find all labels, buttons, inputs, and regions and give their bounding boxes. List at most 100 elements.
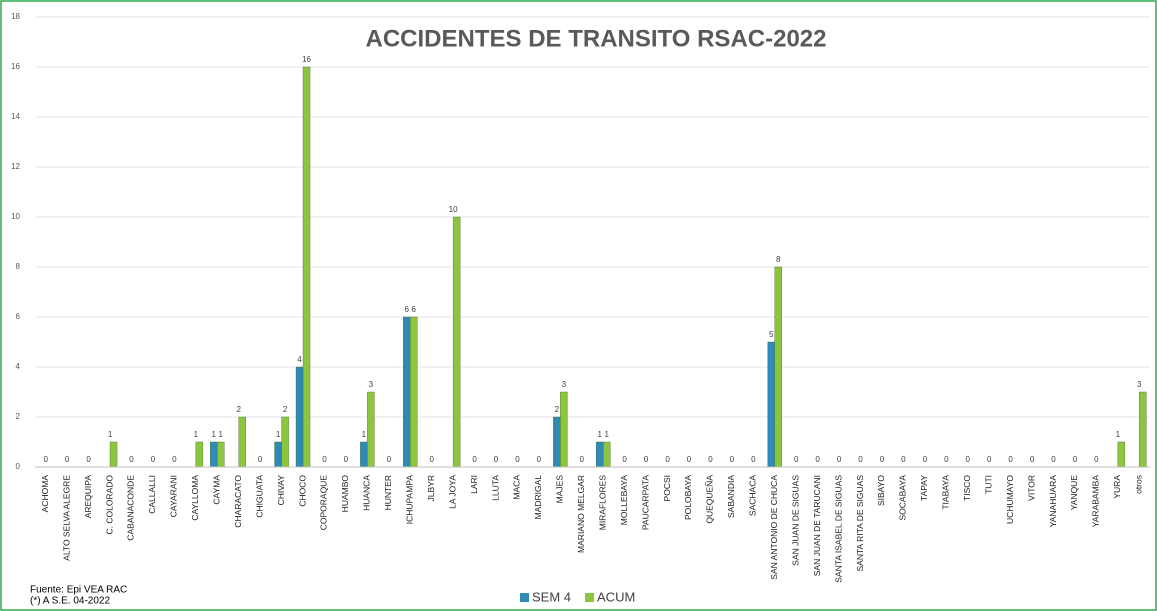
data-label: 2 [236, 405, 241, 414]
data-label: 5 [769, 330, 774, 339]
bar [210, 441, 218, 468]
data-label: 0 [151, 455, 156, 464]
data-label: 0 [515, 455, 520, 464]
x-tick-label: MAJES [555, 475, 565, 504]
bar [281, 416, 289, 468]
data-label: 3 [562, 380, 567, 389]
x-tick-label: MOLLEBAYA [619, 475, 629, 526]
data-label: 2 [555, 405, 560, 414]
data-label: 0 [923, 455, 928, 464]
data-label: 0 [322, 455, 327, 464]
data-label: 0 [65, 455, 70, 464]
x-tick-label: SANTA ISABEL DE SIGUAS [833, 475, 843, 583]
data-label: 0 [580, 455, 585, 464]
data-label: 0 [730, 455, 735, 464]
x-tick-label: SAN JUAN DE SIGUAS [790, 475, 800, 566]
x-tick-label: otros [1134, 475, 1144, 494]
bar [1117, 441, 1126, 468]
data-label: 0 [1073, 455, 1078, 464]
data-label: 1 [108, 430, 113, 439]
data-label: 0 [494, 455, 499, 464]
x-tick-label: HUAMBO [340, 475, 350, 513]
bar [596, 441, 604, 468]
data-label: 1 [604, 430, 609, 439]
x-tick-label: SANTA RITA DE SIGUAS [855, 475, 865, 572]
bar [403, 316, 411, 468]
data-label: 0 [172, 455, 177, 464]
x-tick-label: MIRAFLORES [597, 475, 607, 531]
x-tick-label: MACA [512, 475, 522, 500]
bar [295, 366, 304, 468]
data-label: 1 [194, 430, 199, 439]
data-label: 0 [622, 455, 627, 464]
x-tick-label: POCSI [662, 475, 672, 501]
data-label: 0 [43, 455, 48, 464]
bar [238, 416, 246, 468]
data-label: 0 [837, 455, 842, 464]
data-label: 1 [1116, 430, 1121, 439]
bar [767, 341, 775, 468]
bar [452, 216, 461, 468]
x-tick-label: COPORAQUE [319, 475, 329, 531]
bar [560, 391, 568, 468]
bar [109, 441, 118, 468]
legend-label: ACUM [597, 589, 635, 604]
x-tick-label: AREQUIPA [83, 475, 93, 519]
y-tick-label: 4 [16, 362, 21, 371]
legend-swatch [520, 593, 529, 602]
note: (*) A S.E. 04-2022 [30, 596, 110, 607]
x-tick-label: MARIANO MELGAR [576, 475, 586, 553]
y-tick-label: 10 [11, 212, 20, 221]
x-tick-label: LLUTA [490, 475, 500, 501]
y-tick-label: 2 [16, 412, 21, 421]
data-label: 0 [901, 455, 906, 464]
bar [302, 66, 311, 468]
y-tick-label: 14 [11, 112, 20, 121]
x-tick-label: CHARACATO [233, 475, 243, 528]
x-tick-label: CHIVAY [276, 475, 286, 506]
bar [217, 441, 225, 468]
data-label: 0 [944, 455, 949, 464]
data-label: 0 [1051, 455, 1056, 464]
data-label: 6 [405, 305, 410, 314]
data-label: 0 [537, 455, 542, 464]
note: Fuente: Epi VEA RAC [30, 585, 127, 596]
x-tick-label: HUNTER [383, 475, 393, 510]
x-tick-label: TUTI [983, 475, 993, 494]
x-tick-label: CAYLLOMA [190, 475, 200, 521]
bar [1139, 391, 1147, 468]
y-tick-label: 6 [16, 312, 21, 321]
x-tick-label: MADRIGAL [533, 475, 543, 520]
x-tick-label: CAYARANI [169, 475, 179, 517]
x-tick-label: SOCABAYA [898, 475, 908, 521]
data-label: 1 [219, 430, 224, 439]
x-tick-label: YANQUE [1069, 475, 1079, 511]
x-tick-label: SACHACA [748, 475, 758, 516]
data-label: 0 [644, 455, 649, 464]
x-tick-label: UCHUMAYO [1005, 475, 1015, 524]
data-label: 0 [1030, 455, 1035, 464]
x-tick-label: YURA [1112, 475, 1122, 499]
chart-title: ACCIDENTES DE TRANSITO RSAC-2022 [366, 25, 827, 52]
x-tick-label: TISCO [962, 475, 972, 501]
x-tick-label: SIBAYO [876, 475, 886, 506]
x-tick-label: TAPAY [919, 475, 929, 501]
bar [774, 266, 782, 468]
data-label: 0 [880, 455, 885, 464]
x-tick-label: C. COLORADO [104, 475, 114, 535]
x-tick-label: SABANDIA [726, 475, 736, 518]
x-tick-label: VITOR [1026, 475, 1036, 501]
data-label: 0 [1008, 455, 1013, 464]
x-tick-label: ICHUPAMPA [404, 475, 414, 525]
x-tick-label: ACHOMA [40, 475, 50, 513]
y-tick-label: 16 [11, 62, 20, 71]
data-label: 1 [212, 430, 217, 439]
x-tick-label: YANAHUARA [1048, 475, 1058, 528]
data-label: 0 [708, 455, 713, 464]
bar [553, 416, 561, 468]
data-label: 0 [86, 455, 91, 464]
x-tick-label: POLOBAYA [683, 475, 693, 520]
bar [360, 441, 368, 468]
